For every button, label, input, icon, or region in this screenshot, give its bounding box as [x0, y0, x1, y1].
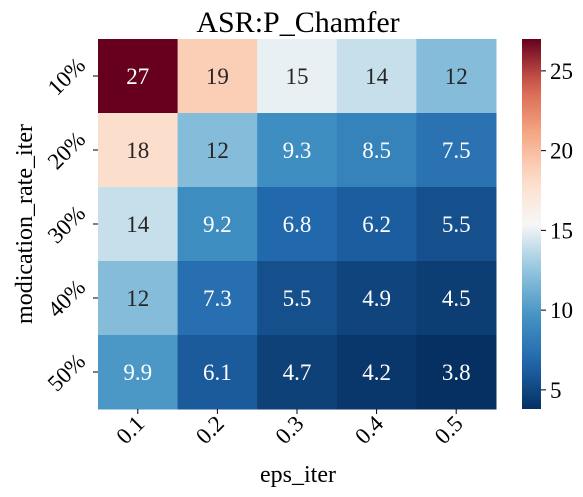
- cell-value-label: 15: [286, 64, 309, 89]
- heatmap-cell: [416, 335, 497, 410]
- x-axis-label: eps_iter: [260, 462, 336, 488]
- heatmap-cell: [98, 113, 179, 188]
- cell-value-label: 6.2: [362, 212, 391, 237]
- cell-value-label: 9.3: [283, 138, 312, 163]
- heatmap-cells: 27 19 15 14 12 18 12 9.3 8.5 7.5 14 9.2 6.8 6.2 5.5 12 7…: [98, 39, 497, 410]
- cell-value-label: 7.3: [203, 286, 232, 311]
- heatmap-cell: [98, 335, 179, 410]
- heatmap-cell: [98, 39, 179, 114]
- colorbar-tick-label: 25: [550, 59, 573, 84]
- cell-value-label: 14: [365, 64, 389, 89]
- heatmap-cell: [416, 187, 497, 262]
- x-tick-label: 0.4: [350, 411, 388, 449]
- heatmap-cell: [336, 39, 417, 114]
- cell-value-label: 4.7: [283, 360, 312, 385]
- cell-value-label: 3.8: [442, 360, 471, 385]
- colorbar: [522, 39, 541, 409]
- heatmap-cell: [177, 261, 258, 336]
- colorbar-ticks: 5 10 15 20 25: [541, 59, 573, 403]
- cell-value-label: 12: [206, 138, 229, 163]
- y-axis-label: modication_rate_iter: [12, 124, 38, 324]
- x-tick-label: 0.5: [430, 411, 468, 449]
- cell-value-label: 9.9: [123, 360, 152, 385]
- cell-value-label: 5.5: [442, 212, 471, 237]
- x-tick-label: 0.2: [191, 411, 229, 449]
- y-tick-labels: 10% 20% 30% 40% 50%: [43, 53, 98, 396]
- colorbar-tick-label: 15: [550, 218, 573, 243]
- cell-value-label: 18: [126, 138, 149, 163]
- cell-value-label: 12: [126, 286, 149, 311]
- x-tick-labels: 0.1 0.2 0.3 0.4 0.5: [111, 409, 468, 449]
- cell-value-label: 8.5: [362, 138, 391, 163]
- cell-value-label: 6.8: [283, 212, 312, 237]
- y-tick-label: 30%: [43, 201, 90, 248]
- heatmap-cell: [177, 113, 258, 188]
- cell-value-label: 6.1: [203, 360, 232, 385]
- cell-value-label: 27: [126, 64, 149, 89]
- y-tick-label: 50%: [43, 349, 90, 396]
- y-tick-label: 20%: [43, 127, 90, 174]
- y-tick-label: 40%: [43, 275, 90, 322]
- heatmap-cell: [177, 39, 258, 114]
- x-tick-label: 0.3: [271, 411, 309, 449]
- heatmap-cell: [257, 39, 338, 114]
- cell-value-label: 12: [445, 64, 468, 89]
- heatmap-cell: [177, 335, 258, 410]
- heatmap-cell: [336, 113, 417, 188]
- colorbar-tick-label: 10: [550, 298, 573, 323]
- heatmap-cell: [416, 261, 497, 336]
- heatmap-cell: [336, 187, 417, 262]
- heatmap-cell: [416, 39, 497, 114]
- heatmap-cell: [336, 261, 417, 336]
- heatmap-cell: [98, 261, 179, 336]
- heatmap-cell: [257, 335, 338, 410]
- cell-value-label: 5.5: [283, 286, 312, 311]
- chart-title: ASR:P_Chamfer: [196, 6, 399, 39]
- heatmap-cell: [416, 113, 497, 188]
- heatmap-cell: [98, 187, 179, 262]
- heatmap-cell: [257, 187, 338, 262]
- y-tick-label: 10%: [43, 53, 90, 100]
- cell-value-label: 14: [126, 212, 150, 237]
- heatmap-cell: [257, 261, 338, 336]
- colorbar-tick-label: 5: [550, 378, 562, 403]
- x-tick-label: 0.1: [111, 411, 149, 449]
- cell-value-label: 19: [206, 64, 229, 89]
- cell-value-label: 9.2: [203, 212, 232, 237]
- cell-value-label: 4.2: [362, 360, 391, 385]
- cell-value-label: 7.5: [442, 138, 471, 163]
- heatmap-cell: [177, 187, 258, 262]
- cell-value-label: 4.9: [362, 286, 391, 311]
- heatmap-cell: [257, 113, 338, 188]
- colorbar-tick-label: 20: [550, 139, 573, 164]
- cell-value-label: 4.5: [442, 286, 471, 311]
- heatmap-cell: [336, 335, 417, 410]
